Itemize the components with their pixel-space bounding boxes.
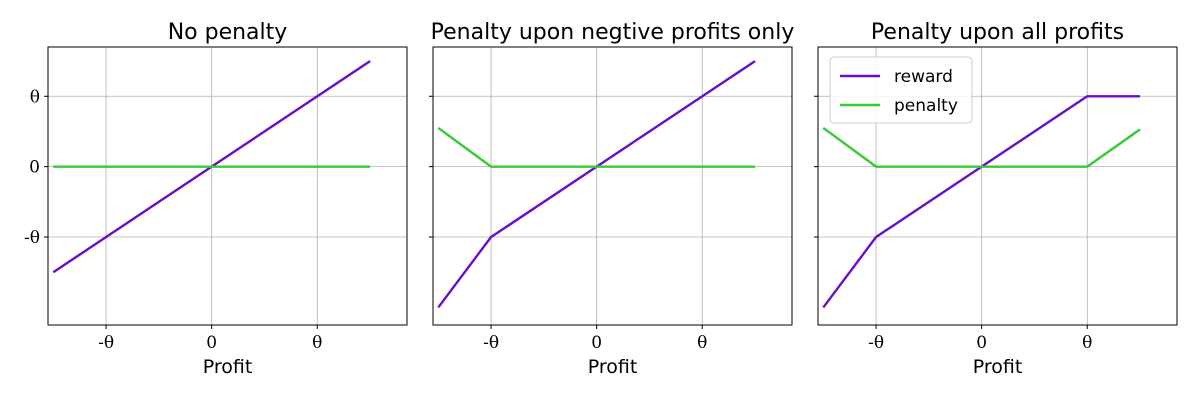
penalty-line (822, 126, 1141, 168)
x-tick-label: 0 (206, 333, 217, 353)
x-tick-label: θ (1082, 333, 1092, 353)
axes-frame (47, 46, 408, 326)
x-axis-label: Profit (973, 356, 1023, 378)
x-axis-label: Profit (588, 356, 638, 378)
x-axis-label: Profit (203, 356, 253, 378)
legend: reward penalty (829, 56, 973, 124)
x-tick-label: θ (697, 333, 707, 353)
y-tick-label: 0 (29, 158, 40, 178)
x-tick-label: -θ (483, 333, 499, 353)
y-tick-label: -θ (24, 228, 40, 248)
x-tick-label: θ (312, 333, 322, 353)
chart-panel-1: -θ 0 θ -θ 0 θ No penalty Profit (24, 20, 408, 378)
x-tick-label: 0 (591, 333, 602, 353)
chart-panel-3: -θ 0 θ Penalty upon all profits Profit reward… (814, 20, 1178, 378)
legend-label-penalty: penalty (894, 96, 958, 116)
chart-panel-2: -θ 0 θ Penalty upon negtive profits only Pro… (429, 20, 794, 378)
axes-frame (817, 46, 1178, 326)
y-tick-label: θ (30, 87, 40, 107)
x-tick-label: 0 (976, 333, 987, 353)
chart-title: Penalty upon all profits (871, 20, 1124, 45)
axes-frame (432, 46, 793, 326)
legend-box (829, 56, 973, 124)
chart-title: Penalty upon negtive profits only (431, 20, 795, 45)
x-tick-label: -θ (868, 333, 884, 353)
reward-line (437, 60, 756, 309)
legend-label-reward: reward (894, 67, 953, 87)
chart-title: No penalty (168, 20, 288, 45)
x-tick-label: -θ (98, 333, 114, 353)
penalty-line (437, 126, 756, 168)
